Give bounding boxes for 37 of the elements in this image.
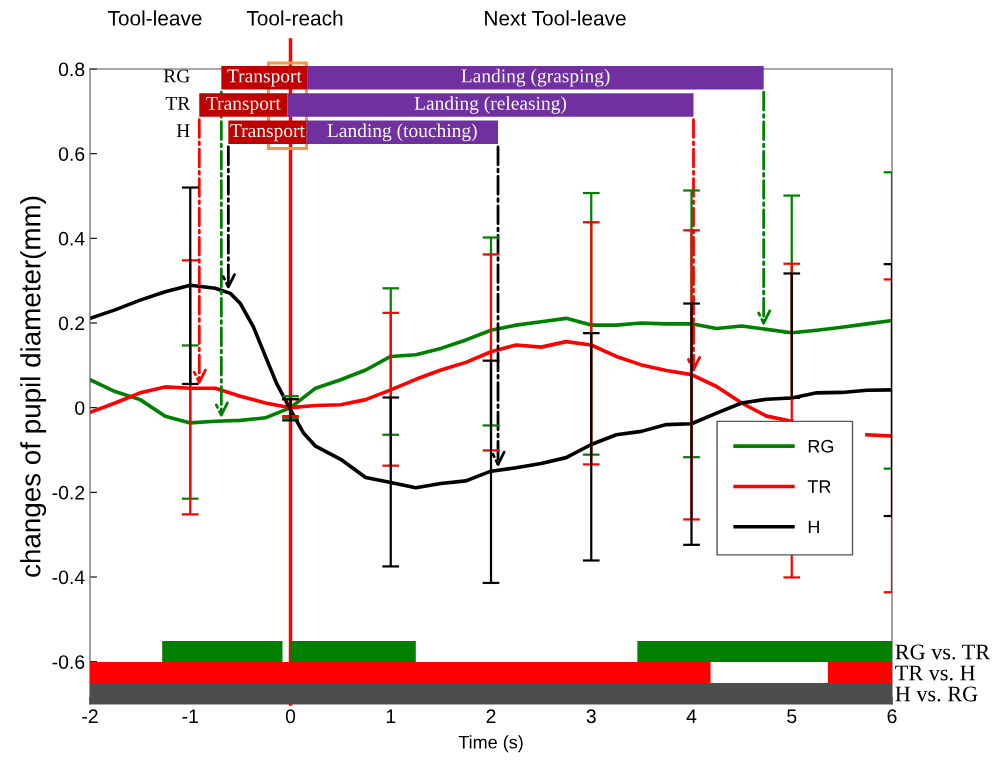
data-label: Landing (touching) — [327, 123, 477, 142]
x-tick-label: 1 — [386, 709, 396, 723]
y-axis-title: changes of pupil diameter(mm) — [20, 196, 47, 577]
legend-label: H — [808, 520, 819, 534]
x-tick-label: 0 — [285, 709, 296, 724]
x-tick-label: 4 — [686, 709, 697, 723]
legend-label: TR — [807, 480, 831, 493]
y-tick-label: TR vs. H — [895, 665, 975, 681]
y-tick-label: -0.2 — [52, 485, 85, 500]
y-tick-label: H — [176, 124, 190, 138]
x-tick-label: -1 — [182, 709, 198, 723]
y-tick-label: 0 — [75, 401, 85, 415]
legend-label: RG — [808, 439, 834, 453]
y-tick-label: RG — [163, 69, 190, 83]
text: Tool-reach — [246, 10, 343, 26]
y-tick-label: 0.2 — [58, 316, 85, 331]
y-tick-label: RG vs. TR — [895, 644, 991, 660]
data-label: Transport — [227, 69, 302, 87]
y-tick-label: 0.4 — [58, 231, 85, 246]
text: Tool-leave — [108, 10, 202, 26]
data-label: Transport — [230, 124, 305, 142]
x-axis-title: Time (s) — [458, 735, 523, 753]
x-tick-label: 6 — [887, 709, 897, 724]
data-label: Transport — [206, 96, 281, 114]
text: Next Tool-leave — [485, 10, 626, 26]
y-tick-label: -0.6 — [52, 655, 85, 669]
y-tick-label: TR — [165, 96, 191, 110]
data-label: Landing (releasing) — [414, 96, 567, 114]
x-tick-label: 2 — [486, 709, 496, 723]
x-tick-label: 3 — [586, 709, 596, 724]
x-tick-label: -2 — [82, 709, 98, 723]
y-tick-label: 0.6 — [58, 147, 85, 161]
y-tick-label: 0.8 — [58, 62, 85, 77]
y-tick-label: H vs. RG — [895, 686, 978, 702]
data-label: Landing (grasping) — [461, 68, 610, 87]
y-tick-label: -0.4 — [52, 570, 85, 585]
x-tick-label: 5 — [787, 709, 797, 724]
